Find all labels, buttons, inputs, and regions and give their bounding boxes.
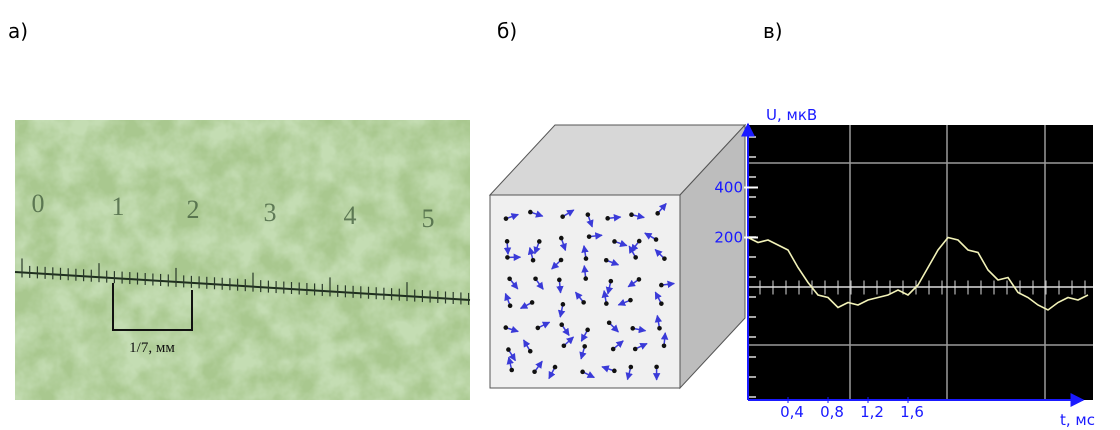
y-tick-label: 400 <box>714 179 743 197</box>
arrow-dot <box>528 349 533 354</box>
panel-label: б) <box>497 19 517 43</box>
arrow-dot <box>659 301 664 306</box>
x-tick-label: 1,6 <box>900 403 924 421</box>
arrow-dot <box>503 325 508 330</box>
arrow-dot <box>559 258 564 263</box>
arrow-dot <box>581 300 586 305</box>
arrow-dot <box>528 210 533 215</box>
arrow-dot <box>557 278 562 283</box>
arrow-dot <box>561 302 566 307</box>
x-tick-label: 0,8 <box>820 403 844 421</box>
arrow-dot <box>637 239 642 244</box>
arrow-dot <box>562 343 567 348</box>
arrow-dot <box>637 277 642 282</box>
arrow-dot <box>585 328 590 333</box>
oscilloscope: U, мкВ t, мс 400 200 0,4 0,8 1,2 1,6 <box>714 106 1095 429</box>
arrow-dot <box>505 239 510 244</box>
ruler-number: 1 <box>112 192 125 221</box>
arrow-dot <box>509 368 514 373</box>
arrow-dot <box>629 212 634 217</box>
arrow-dot <box>533 276 538 281</box>
arrow-dot <box>507 276 512 281</box>
arrow-dot <box>582 344 587 349</box>
arrow-dot <box>654 237 659 242</box>
arrow-dot <box>659 283 664 288</box>
arrow-dot <box>505 255 510 260</box>
x-tick-label: 1,2 <box>860 403 884 421</box>
y-axis-label: U, мкВ <box>766 106 817 124</box>
ruler-number: 0 <box>32 189 45 218</box>
arrow-dot <box>633 255 638 260</box>
arrow-dot <box>559 322 564 327</box>
y-tick-label: 200 <box>714 229 743 247</box>
arrow-dot <box>530 300 535 305</box>
arrow-dot <box>536 326 541 331</box>
x-tick-label: 0,4 <box>780 403 804 421</box>
arrow-dot <box>586 212 591 217</box>
arrow-dot <box>629 365 634 370</box>
arrow-dot <box>604 258 609 263</box>
microscope-photo: 1/7, мм <box>15 120 470 400</box>
arrow-dot <box>559 236 564 241</box>
arrow-dot <box>584 256 589 261</box>
ruler-number: 2 <box>187 195 200 224</box>
arrow-dot <box>655 211 660 216</box>
arrow-dot <box>531 258 536 263</box>
x-axis-label: t, мс <box>1060 411 1095 429</box>
scale-label: 1/7, мм <box>129 340 175 356</box>
figure: а) б) в) 1/7, мм U, мкВ t, мс 400 200 0,4 0 <box>0 0 1120 430</box>
arrow-dot <box>611 347 616 352</box>
panel-label: в) <box>763 19 783 43</box>
screen <box>748 125 1093 400</box>
arrow-dot <box>662 343 667 348</box>
arrow-dot <box>628 298 633 303</box>
arrow-dot <box>506 347 511 352</box>
arrow-dot <box>607 320 612 325</box>
ruler-number: 4 <box>344 201 357 230</box>
arrow-dot <box>604 301 609 306</box>
arrow-dot <box>583 276 588 281</box>
arrow-dot <box>587 234 592 239</box>
arrow-dot <box>662 256 667 261</box>
ruler-number: 5 <box>422 204 435 233</box>
arrow-dot <box>612 239 617 244</box>
arrow-dot <box>605 216 610 221</box>
panel-label: а) <box>8 19 28 43</box>
arrow-dot <box>553 365 558 370</box>
arrow-dot <box>654 365 659 370</box>
arrow-dot <box>504 216 509 221</box>
cube-front <box>490 195 680 388</box>
arrow-dot <box>657 326 662 331</box>
arrow-dot <box>612 369 617 374</box>
arrow-dot <box>537 239 542 244</box>
arrow-dot <box>560 214 565 219</box>
arrow-dot <box>532 369 537 374</box>
arrow-dot <box>630 326 635 331</box>
arrow-dot <box>508 303 513 308</box>
arrow-dot <box>633 347 638 352</box>
cube <box>490 125 745 388</box>
ruler-number: 3 <box>264 198 277 227</box>
arrow-dot <box>609 279 614 284</box>
arrow-dot <box>580 370 585 375</box>
photo-texture <box>15 120 470 400</box>
